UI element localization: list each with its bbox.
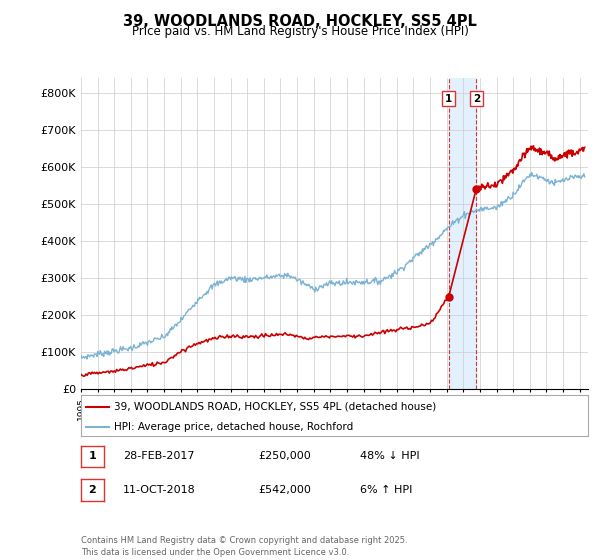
Text: £250,000: £250,000 <box>258 451 311 461</box>
Text: 39, WOODLANDS ROAD, HOCKLEY, SS5 4PL: 39, WOODLANDS ROAD, HOCKLEY, SS5 4PL <box>123 14 477 29</box>
Text: 39, WOODLANDS ROAD, HOCKLEY, SS5 4PL (detached house): 39, WOODLANDS ROAD, HOCKLEY, SS5 4PL (de… <box>114 402 436 412</box>
Text: 2: 2 <box>473 94 480 104</box>
Text: 1: 1 <box>445 94 452 104</box>
Text: Contains HM Land Registry data © Crown copyright and database right 2025.
This d: Contains HM Land Registry data © Crown c… <box>81 536 407 557</box>
Text: 11-OCT-2018: 11-OCT-2018 <box>123 485 196 495</box>
Text: Price paid vs. HM Land Registry's House Price Index (HPI): Price paid vs. HM Land Registry's House … <box>131 25 469 38</box>
Bar <box>449 78 476 389</box>
Text: 6% ↑ HPI: 6% ↑ HPI <box>360 485 412 495</box>
Text: £542,000: £542,000 <box>258 485 311 495</box>
Text: 48% ↓ HPI: 48% ↓ HPI <box>360 451 419 461</box>
Text: 1: 1 <box>89 451 96 461</box>
Text: 2: 2 <box>89 485 96 495</box>
Text: HPI: Average price, detached house, Rochford: HPI: Average price, detached house, Roch… <box>114 422 353 432</box>
Text: 28-FEB-2017: 28-FEB-2017 <box>123 451 194 461</box>
